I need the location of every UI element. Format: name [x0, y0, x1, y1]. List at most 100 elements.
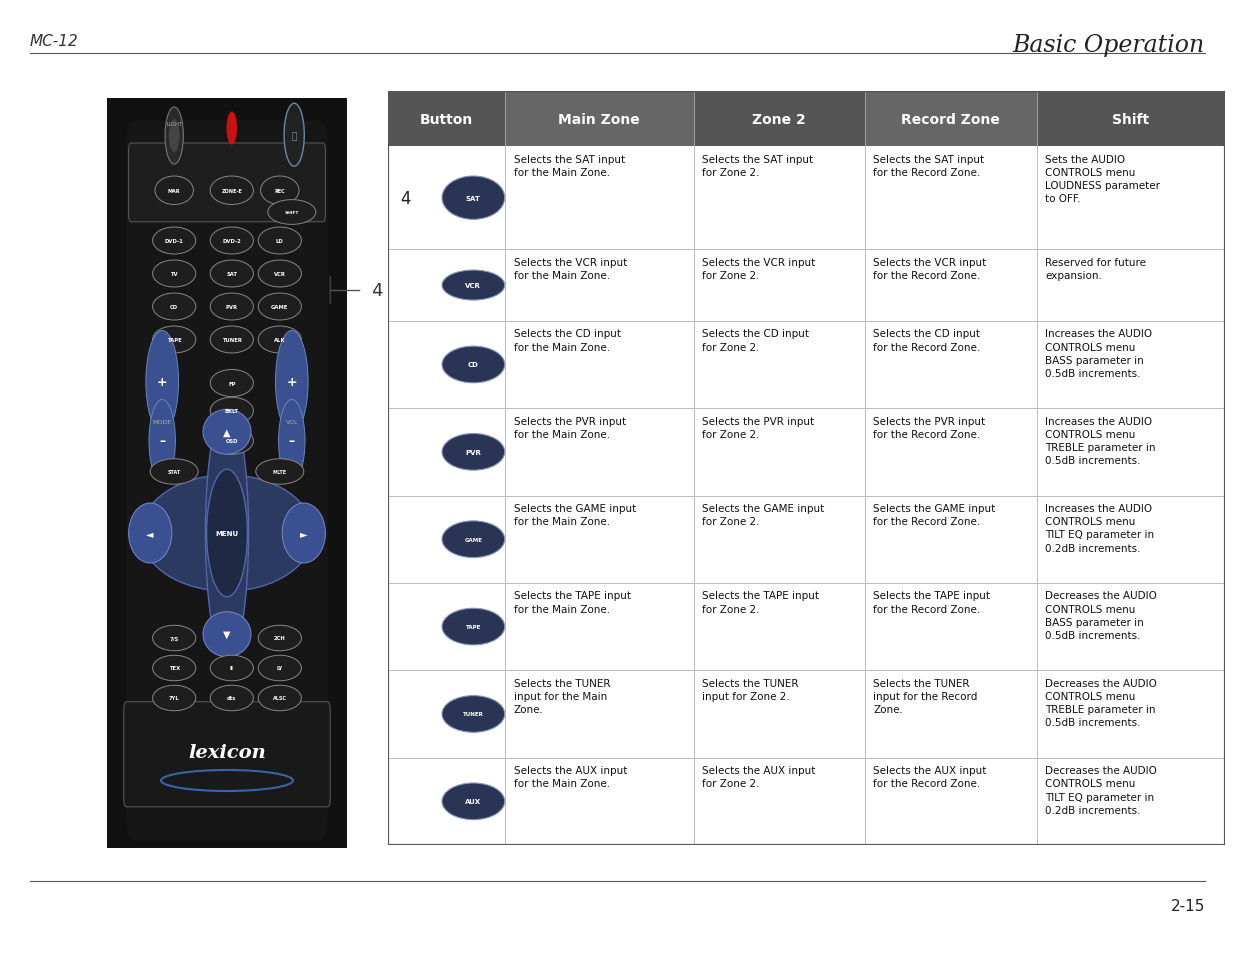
- Text: VCR: VCR: [274, 272, 285, 276]
- Text: Selects the PVR input
for Zone 2.: Selects the PVR input for Zone 2.: [701, 416, 814, 439]
- Text: SAT: SAT: [226, 272, 237, 276]
- Ellipse shape: [256, 459, 304, 485]
- Ellipse shape: [205, 406, 248, 660]
- Text: LIGHT: LIGHT: [165, 122, 183, 127]
- Text: PVR: PVR: [466, 450, 482, 456]
- Bar: [388, 671, 1225, 758]
- Text: Selects the TAPE input
for the Record Zone.: Selects the TAPE input for the Record Zo…: [873, 591, 990, 614]
- Text: 4: 4: [400, 190, 411, 208]
- Text: II: II: [230, 666, 233, 671]
- Text: 2-15: 2-15: [1171, 898, 1205, 913]
- Bar: [388, 496, 1225, 583]
- Circle shape: [165, 108, 183, 165]
- Text: REC: REC: [274, 189, 285, 193]
- FancyBboxPatch shape: [124, 702, 330, 807]
- FancyBboxPatch shape: [128, 144, 325, 222]
- Text: TV: TV: [170, 272, 178, 276]
- Ellipse shape: [151, 459, 198, 485]
- Text: FP: FP: [228, 381, 236, 386]
- Text: 7/S: 7/S: [169, 636, 179, 640]
- Text: ▲: ▲: [224, 427, 231, 437]
- Text: VCR: VCR: [466, 283, 482, 289]
- Text: Selects the AUX input
for the Record Zone.: Selects the AUX input for the Record Zon…: [873, 765, 987, 788]
- Bar: [1036, 91, 1225, 147]
- Text: ▼: ▼: [224, 630, 231, 639]
- Bar: [388, 250, 1225, 321]
- Ellipse shape: [442, 434, 505, 471]
- Circle shape: [206, 470, 247, 598]
- Text: Selects the TUNER
input for the Main
Zone.: Selects the TUNER input for the Main Zon…: [514, 679, 610, 715]
- Text: Main Zone: Main Zone: [558, 112, 640, 127]
- Text: Selects the GAME input
for the Main Zone.: Selects the GAME input for the Main Zone…: [514, 503, 636, 527]
- Text: Selects the AUX input
for Zone 2.: Selects the AUX input for Zone 2.: [701, 765, 815, 788]
- Circle shape: [149, 400, 175, 482]
- Ellipse shape: [258, 327, 301, 354]
- Text: STAT: STAT: [168, 470, 180, 475]
- Text: DVD-2: DVD-2: [222, 239, 241, 244]
- Text: lexicon: lexicon: [188, 743, 266, 761]
- Text: Selects the GAME input
for Zone 2.: Selects the GAME input for Zone 2.: [701, 503, 824, 527]
- Text: SHIFT: SHIFT: [284, 211, 299, 214]
- Text: 2CH: 2CH: [274, 636, 285, 640]
- Text: Increases the AUDIO
CONTROLS menu
TREBLE parameter in
0.5dB increments.: Increases the AUDIO CONTROLS menu TREBLE…: [1045, 416, 1156, 466]
- Text: MODE: MODE: [153, 420, 172, 425]
- Text: Zone 2: Zone 2: [752, 112, 806, 127]
- Text: TAPE: TAPE: [167, 337, 182, 343]
- Text: Record Zone: Record Zone: [902, 112, 1000, 127]
- Ellipse shape: [442, 271, 505, 301]
- Text: OSD: OSD: [226, 438, 238, 444]
- Text: Decreases the AUDIO
CONTROLS menu
TILT EQ parameter in
0.2dB increments.: Decreases the AUDIO CONTROLS menu TILT E…: [1045, 765, 1157, 815]
- Ellipse shape: [210, 294, 253, 320]
- Text: dts: dts: [227, 696, 236, 700]
- Text: Shift: Shift: [1113, 112, 1150, 127]
- FancyBboxPatch shape: [126, 121, 327, 841]
- Text: ALK: ALK: [274, 337, 285, 343]
- Text: ◄: ◄: [147, 529, 154, 538]
- Ellipse shape: [258, 625, 301, 651]
- Ellipse shape: [210, 685, 253, 711]
- Circle shape: [226, 112, 237, 146]
- Text: Selects the VCR input
for Zone 2.: Selects the VCR input for Zone 2.: [701, 257, 815, 281]
- Circle shape: [275, 331, 308, 433]
- Text: CD: CD: [468, 362, 479, 368]
- Text: Selects the CD input
for the Record Zone.: Selects the CD input for the Record Zone…: [873, 329, 981, 353]
- Bar: [505, 91, 694, 147]
- Bar: [388, 147, 1225, 250]
- Text: Selects the CD input
for the Main Zone.: Selects the CD input for the Main Zone.: [514, 329, 620, 353]
- Ellipse shape: [261, 177, 299, 205]
- Text: Selects the GAME input
for the Record Zone.: Selects the GAME input for the Record Zo…: [873, 503, 995, 527]
- Text: DVD-1: DVD-1: [164, 239, 184, 244]
- Ellipse shape: [442, 521, 505, 558]
- Ellipse shape: [442, 696, 505, 733]
- Text: LD: LD: [275, 239, 284, 244]
- Ellipse shape: [258, 228, 301, 254]
- Bar: [864, 91, 1036, 147]
- Ellipse shape: [153, 294, 196, 320]
- Ellipse shape: [258, 656, 301, 681]
- Text: Selects the PVR input
for the Record Zone.: Selects the PVR input for the Record Zon…: [873, 416, 986, 439]
- Text: MC-12: MC-12: [30, 34, 79, 49]
- Ellipse shape: [442, 783, 505, 820]
- Ellipse shape: [141, 476, 314, 592]
- Ellipse shape: [210, 656, 253, 681]
- Text: Sets the AUDIO
CONTROLS menu
LOUDNESS parameter
to OFF.: Sets the AUDIO CONTROLS menu LOUDNESS pa…: [1045, 154, 1160, 204]
- Text: GAME: GAME: [464, 537, 483, 542]
- Ellipse shape: [210, 261, 253, 288]
- Text: SAT: SAT: [466, 195, 480, 201]
- Text: –: –: [159, 435, 165, 448]
- Text: Selects the VCR input
for the Record Zone.: Selects the VCR input for the Record Zon…: [873, 257, 987, 281]
- Text: ►: ►: [300, 529, 308, 538]
- Bar: [388, 583, 1225, 671]
- Bar: [694, 91, 864, 147]
- Text: Selects the CD input
for Zone 2.: Selects the CD input for Zone 2.: [701, 329, 809, 353]
- Circle shape: [279, 400, 305, 482]
- Ellipse shape: [210, 177, 253, 205]
- Ellipse shape: [156, 177, 194, 205]
- Ellipse shape: [153, 261, 196, 288]
- Ellipse shape: [153, 327, 196, 354]
- Text: Selects the TUNER
input for the Record
Zone.: Selects the TUNER input for the Record Z…: [873, 679, 978, 715]
- Text: Selects the PVR input
for the Main Zone.: Selects the PVR input for the Main Zone.: [514, 416, 626, 439]
- Ellipse shape: [258, 685, 301, 711]
- Bar: [388, 91, 505, 147]
- Text: Reserved for future
expansion.: Reserved for future expansion.: [1045, 257, 1146, 281]
